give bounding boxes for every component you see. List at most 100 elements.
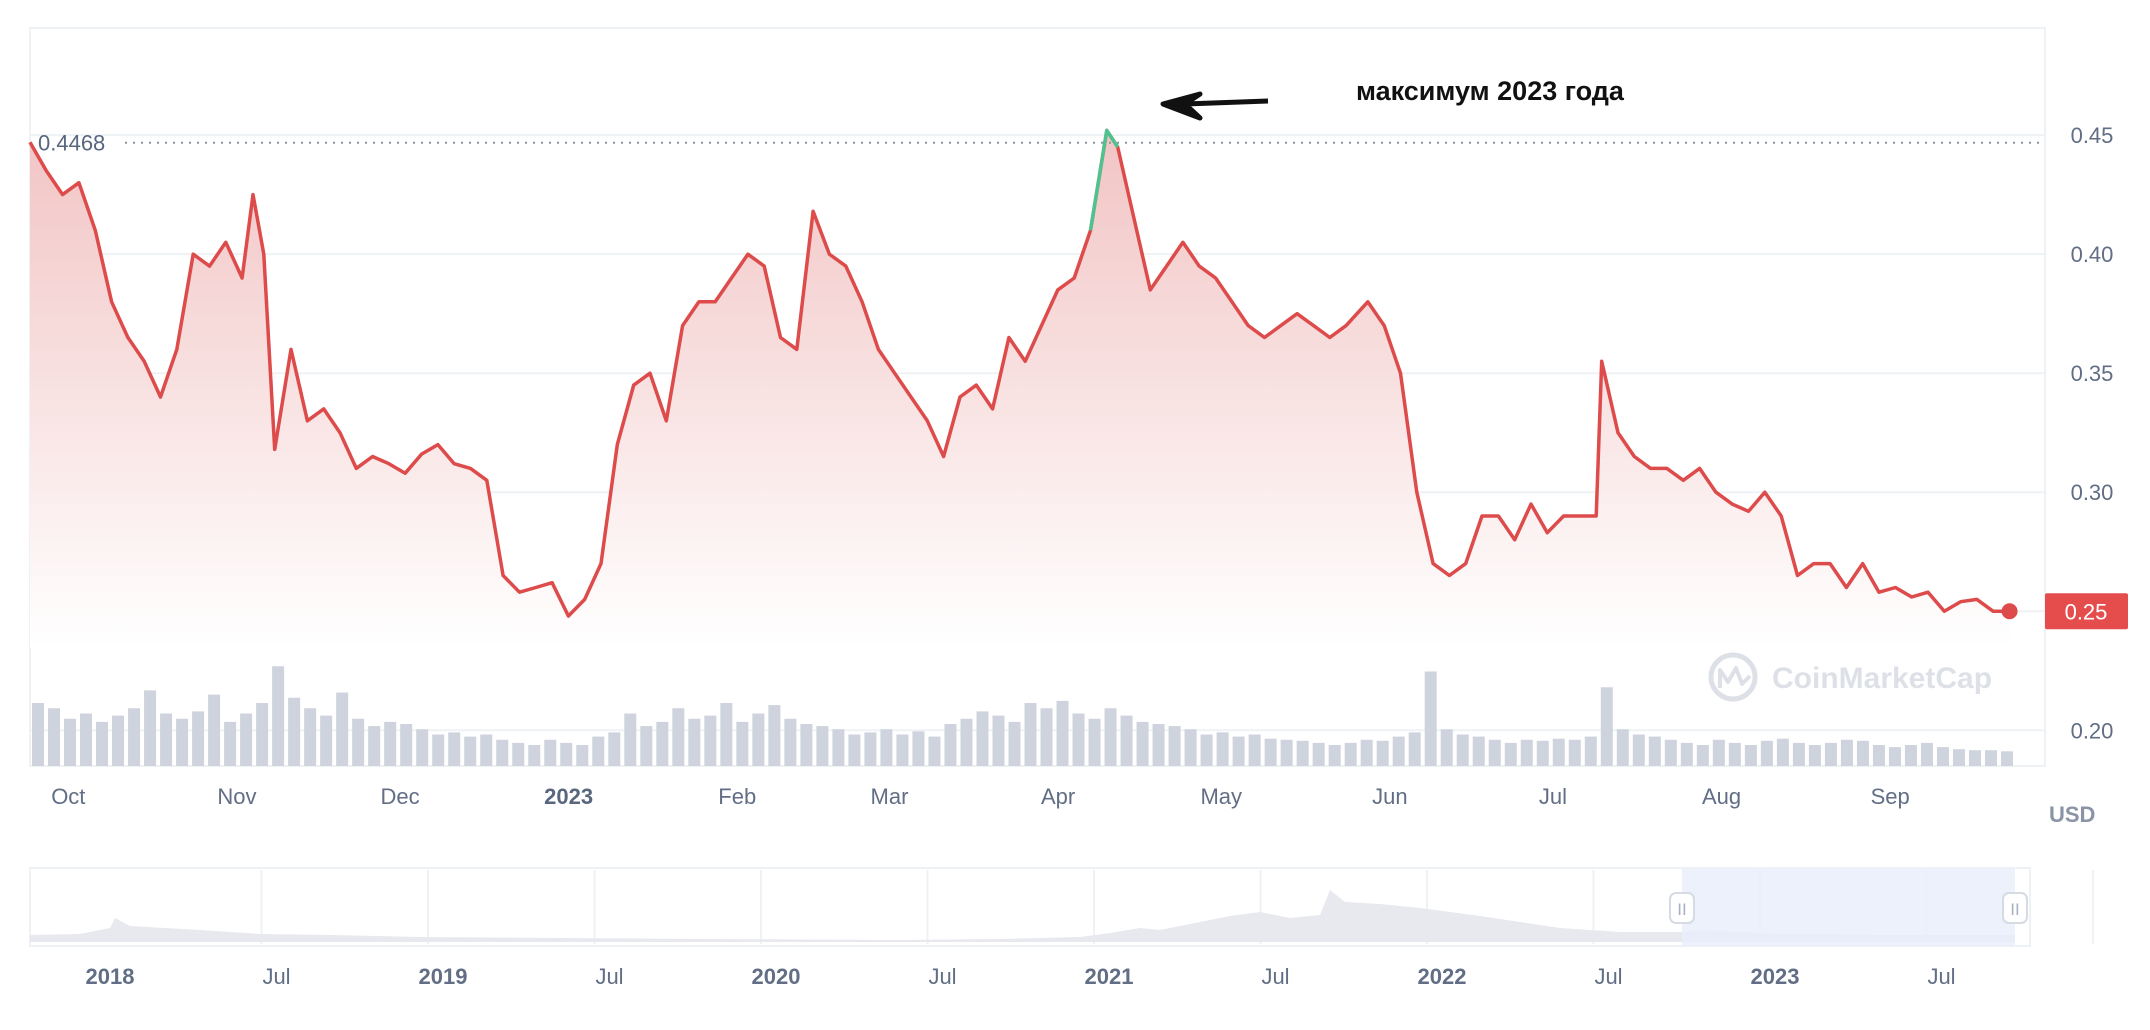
navigator-tick-label: Jul xyxy=(928,964,956,989)
volume-bar xyxy=(112,715,125,766)
volume-bar xyxy=(1568,739,1581,766)
volume-bars xyxy=(32,666,2013,766)
volume-bar xyxy=(640,726,653,766)
navigator-tick-label: 2022 xyxy=(1418,964,1467,989)
volume-bar xyxy=(1984,750,1997,766)
volume-bar xyxy=(1216,732,1229,766)
volume-bar xyxy=(1136,721,1149,766)
volume-bar xyxy=(400,724,413,766)
x-tick-label: Oct xyxy=(51,784,85,809)
volume-bar xyxy=(1728,742,1741,766)
volume-bar xyxy=(1760,740,1773,766)
volume-bar xyxy=(1280,739,1293,766)
drag-handle-icon: II xyxy=(2010,900,2019,919)
volume-bar xyxy=(432,734,445,766)
volume-bar xyxy=(96,721,109,766)
volume-bar xyxy=(1616,729,1629,766)
volume-bar xyxy=(560,742,573,766)
volume-bar xyxy=(768,705,781,766)
volume-bar xyxy=(1664,739,1677,766)
volume-bar xyxy=(1008,721,1021,766)
current-price-tag: 0.25 xyxy=(2045,593,2128,630)
volume-bar xyxy=(1360,739,1373,766)
volume-bar xyxy=(912,731,925,766)
coinmarketcap-watermark: CoinMarketCap xyxy=(1708,652,1992,702)
volume-bar xyxy=(480,734,493,766)
volume-bar xyxy=(32,703,45,766)
y-tick-label: 0.20 xyxy=(2071,718,2114,743)
volume-bar xyxy=(1040,708,1053,766)
volume-bar xyxy=(1472,736,1485,766)
volume-bar xyxy=(1120,715,1133,766)
volume-bar xyxy=(1744,745,1757,766)
navigator-left-handle[interactable]: II xyxy=(1669,892,1695,924)
volume-bar xyxy=(1904,745,1917,766)
navigator-tick-label: Jul xyxy=(1261,964,1289,989)
volume-bar xyxy=(1536,740,1549,766)
volume-bar xyxy=(48,708,61,766)
volume-bar xyxy=(144,690,157,766)
y-tick-label: 0.40 xyxy=(2071,242,2114,267)
y-tick-label: 0.30 xyxy=(2071,480,2114,505)
current-price-dot xyxy=(2001,603,2018,620)
volume-bar xyxy=(1552,738,1565,766)
range-navigator[interactable]: II II 2018 Jul 2019 Jul 2020 Jul 2021 Jul 2022 Ju… xyxy=(29,867,2094,989)
volume-bar xyxy=(1952,749,1965,766)
volume-bar xyxy=(1232,736,1245,766)
x-tick-label: Jul xyxy=(1539,784,1567,809)
navigator-tick-label: 2020 xyxy=(752,964,801,989)
volume-bar xyxy=(1264,738,1277,766)
navigator-right-handle[interactable]: II xyxy=(2002,892,2028,924)
volume-bar xyxy=(352,718,365,766)
volume-bar xyxy=(1408,732,1421,766)
navigator-tick-label: 2023 xyxy=(1751,964,1800,989)
coinmarketcap-logo-icon xyxy=(1708,652,1758,702)
volume-bar xyxy=(1648,736,1661,766)
volume-bar xyxy=(1872,745,1885,766)
volume-bar xyxy=(1920,742,1933,766)
volume-bar xyxy=(1824,742,1837,766)
volume-bar xyxy=(544,739,557,766)
y-tick-label: 0.45 xyxy=(2071,123,2114,148)
price-line xyxy=(28,128,2010,618)
volume-bar xyxy=(304,708,317,766)
volume-bar xyxy=(272,666,285,766)
volume-bar xyxy=(864,732,877,766)
volume-bar xyxy=(1328,745,1341,766)
volume-bar xyxy=(576,745,589,766)
volume-bar xyxy=(176,718,189,766)
volume-bar xyxy=(960,718,973,766)
current-price-text: 0.25 xyxy=(2065,599,2108,624)
x-tick-label: Apr xyxy=(1041,784,1075,809)
volume-bar xyxy=(752,713,765,766)
volume-bar xyxy=(1808,745,1821,766)
volume-bar xyxy=(1344,742,1357,766)
volume-bar xyxy=(416,729,429,766)
volume-bar xyxy=(592,736,605,766)
navigator-tick-label: Jul xyxy=(1594,964,1622,989)
volume-bar xyxy=(624,713,637,766)
volume-bar xyxy=(1200,734,1213,766)
volume-bar xyxy=(288,697,301,766)
volume-bar xyxy=(1296,740,1309,766)
volume-bar xyxy=(1712,739,1725,766)
annotation-text: максимум 2023 года xyxy=(1356,76,1625,106)
volume-bar xyxy=(160,713,173,766)
volume-bar xyxy=(704,715,717,766)
x-tick-label: Feb xyxy=(718,784,756,809)
volume-bar xyxy=(976,711,989,766)
volume-bar xyxy=(1840,739,1853,766)
volume-bar xyxy=(608,732,621,766)
volume-bar xyxy=(1520,739,1533,766)
volume-bar xyxy=(1696,745,1709,766)
volume-bar xyxy=(784,718,797,766)
drag-handle-icon: II xyxy=(1677,900,1686,919)
navigator-selection[interactable] xyxy=(1682,868,2015,946)
volume-bar xyxy=(1184,729,1197,766)
volume-bar xyxy=(1776,738,1789,766)
volume-bar xyxy=(192,711,205,766)
navigator-tick-label: Jul xyxy=(262,964,290,989)
volume-bar xyxy=(1488,739,1501,766)
